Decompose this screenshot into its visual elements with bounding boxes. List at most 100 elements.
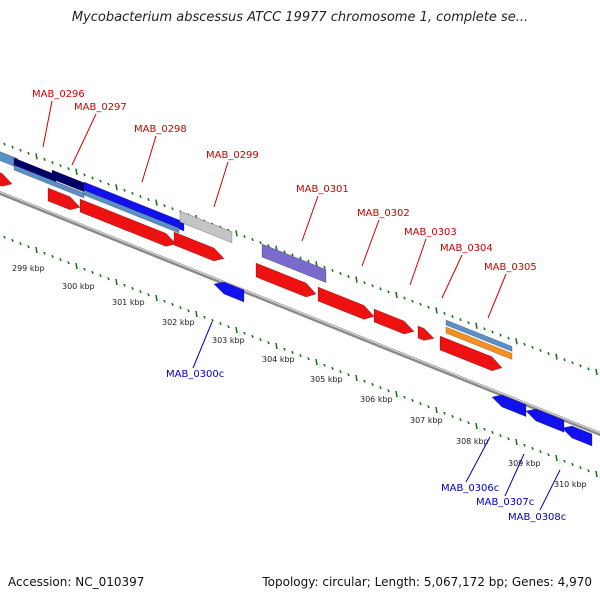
minor-tick [43,251,46,255]
gene-label-MAB_0304: MAB_0304 [440,243,493,254]
minor-tick [411,299,414,303]
minor-tick [483,427,486,431]
minor-tick [243,331,246,335]
minor-tick [179,306,182,310]
gene-label-MAB_0299: MAB_0299 [206,150,259,161]
leader-line [361,219,380,267]
leader-line [71,113,97,166]
minor-tick [147,293,150,297]
minor-tick [403,395,406,399]
gene-label-MAB_0307c: MAB_0307c [476,497,534,508]
gene-label-MAB_0303: MAB_0303 [404,227,457,238]
minor-tick [91,270,94,274]
minor-tick [267,244,270,248]
major-tick [555,454,558,462]
minor-tick [131,286,134,290]
gene-features [0,151,593,447]
major-tick [475,422,478,430]
gene-MAB_0296-arrow [0,172,13,187]
minor-tick [499,434,502,438]
kbp-tick-marks [3,142,598,478]
feature-grey [179,210,233,244]
minor-tick [459,318,462,322]
kbp-label: 301 kbp [112,298,145,307]
minor-tick [363,379,366,383]
minor-tick [371,284,374,288]
minor-tick [499,333,502,337]
gene-labels: MAB_0296 MAB_0297 MAB_0298 MAB_0299 MAB_0301… [32,89,566,523]
minor-tick [547,351,550,356]
minor-tick [99,179,102,183]
gene-MAB_0297-arrow [47,187,81,211]
minor-tick [491,430,494,434]
minor-tick [387,290,390,294]
major-tick [35,153,38,160]
feature-steel [445,319,513,352]
major-tick [195,310,198,318]
minor-tick [147,197,150,202]
minor-tick [99,274,102,278]
minor-tick [243,234,246,239]
minor-tick [59,258,62,262]
minor-tick [123,188,126,192]
gene-label-MAB_0308c: MAB_0308c [508,512,566,523]
minor-tick [259,241,262,245]
minor-tick [107,277,110,281]
minor-tick [403,296,406,300]
minor-tick [67,167,70,171]
minor-tick [587,367,590,371]
leader-line [42,100,53,148]
major-tick [355,276,358,283]
minor-tick [563,358,566,362]
minor-tick [379,287,382,291]
minor-tick [211,318,214,322]
minor-tick [67,261,70,265]
major-tick [595,470,598,478]
minor-tick [51,254,54,258]
minor-tick [83,267,86,271]
minor-tick [371,382,374,386]
minor-tick [291,253,294,257]
kbp-label: 304 kbp [262,355,295,364]
backbone-highlight [0,191,600,434]
leader-line [441,254,463,299]
gene-MAB_0304-arrow [417,325,435,341]
minor-tick [19,242,22,246]
major-tick [235,326,238,334]
minor-tick [203,315,206,319]
gene-label-MAB_0298: MAB_0298 [134,124,187,135]
gene-label-MAB_0296: MAB_0296 [32,89,85,100]
gene-label-MAB_0306c: MAB_0306c [441,483,499,494]
minor-tick [27,151,30,155]
minor-tick [259,338,262,342]
kbp-label: 303 kbp [212,336,245,345]
minor-tick [571,462,574,466]
minor-tick [331,268,334,272]
minor-tick [547,453,550,457]
minor-tick [107,182,110,186]
minor-tick [227,325,230,329]
gene-MAB_0302-arrow [317,286,375,320]
minor-tick [579,364,582,368]
major-tick [155,294,158,302]
major-tick [235,230,238,237]
minor-tick [251,334,254,338]
minor-tick [451,414,454,418]
minor-tick [483,327,486,331]
minor-tick [563,459,566,463]
backbone-line [0,190,600,437]
minor-tick [27,245,30,249]
minor-tick [91,176,94,180]
feature-steel-thin [83,189,180,234]
minor-tick [523,443,526,447]
minor-tick [491,330,494,334]
accession-text: Accession: NC_010397 [8,575,145,589]
minor-tick [187,309,190,313]
major-tick [515,438,518,446]
minor-tick [419,302,422,306]
gene-label-MAB_0302: MAB_0302 [357,208,410,219]
gene-MAB_0306c-arrow [491,394,527,418]
minor-tick [163,299,166,303]
minor-tick [219,322,222,326]
